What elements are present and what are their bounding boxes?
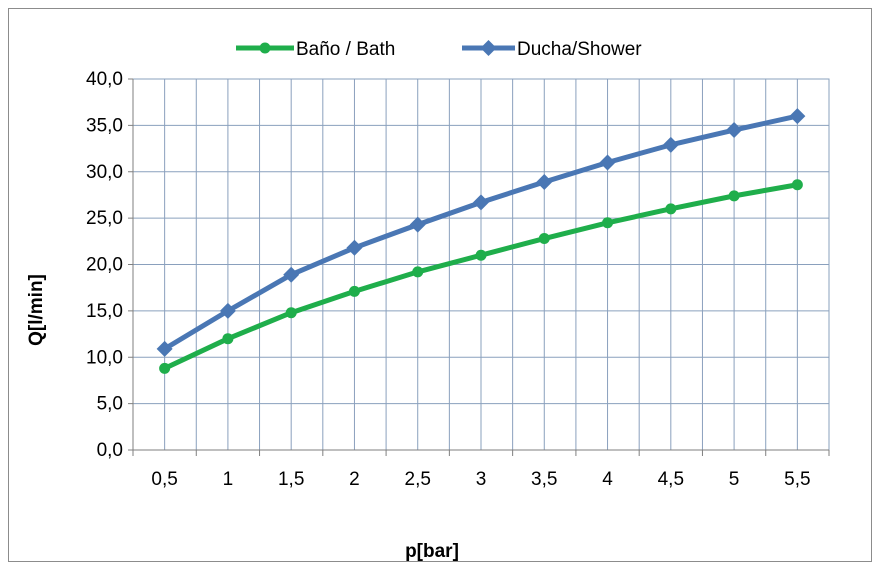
y-tick-label: 0,0 — [97, 440, 123, 461]
data-point-shower — [599, 154, 616, 171]
data-point-bath — [665, 203, 677, 215]
series-shower — [156, 108, 806, 357]
y-tick-label: 20,0 — [86, 255, 123, 276]
chart-frame — [8, 8, 872, 562]
legend-label-shower: Ducha/Shower — [517, 39, 642, 60]
x-tick-label: 3 — [476, 469, 487, 490]
legend: Baño / Bath Ducha/Shower — [236, 39, 642, 60]
legend-label-bath: Baño / Bath — [296, 39, 395, 60]
legend-marker-shower — [480, 40, 497, 56]
data-point-shower — [409, 216, 426, 233]
y-tick-labels: 0,0 5,0 10,0 15,0 20,0 25,0 30,0 35,0 40,0 — [86, 69, 123, 461]
series-bath — [159, 179, 803, 374]
legend-item-bath: Baño / Bath — [236, 39, 395, 60]
data-point-bath — [412, 266, 424, 278]
x-tick-label: 4,5 — [658, 469, 684, 490]
y-tick-label: 25,0 — [86, 208, 123, 229]
data-point-shower — [346, 239, 363, 256]
grid-lines — [132, 78, 830, 451]
data-point-shower — [156, 340, 173, 357]
x-tick-label: 1,5 — [278, 469, 304, 490]
y-tick-label: 10,0 — [86, 347, 123, 368]
data-point-bath — [159, 362, 171, 374]
axes — [128, 78, 830, 456]
data-point-shower — [283, 266, 300, 283]
data-point-shower — [726, 122, 743, 139]
data-point-shower — [536, 173, 553, 190]
x-axis-title: p[bar] — [405, 541, 459, 562]
data-point-shower — [473, 194, 489, 211]
data-point-bath — [728, 190, 740, 202]
data-point-bath — [285, 307, 297, 319]
data-point-bath — [348, 285, 360, 297]
x-tick-label: 0,5 — [151, 469, 177, 490]
y-tick-label: 40,0 — [86, 69, 123, 90]
data-point-bath — [602, 217, 614, 229]
x-tick-label: 2,5 — [405, 469, 431, 490]
legend-item-shower: Ducha/Shower — [462, 39, 642, 60]
y-tick-label: 35,0 — [86, 115, 123, 136]
legend-marker-bath — [259, 42, 271, 54]
x-tick-label: 5 — [729, 469, 740, 490]
x-tick-label: 2 — [349, 469, 360, 490]
y-tick-label: 30,0 — [86, 162, 123, 183]
y-tick-label: 5,0 — [97, 394, 123, 415]
x-tick-label: 1 — [223, 469, 234, 490]
data-point-shower — [219, 302, 236, 319]
x-tick-label: 4 — [602, 469, 613, 490]
x-tick-label: 5,5 — [784, 469, 810, 490]
data-point-shower — [662, 136, 679, 153]
data-point-bath — [791, 179, 803, 191]
y-axis-title: Q[l/min] — [26, 274, 47, 346]
y-tick-label: 15,0 — [86, 301, 123, 322]
data-point-bath — [538, 233, 550, 245]
data-point-bath — [475, 249, 487, 261]
x-tick-labels: 0,5 1 1,5 2 2,5 3 3,5 4 4,5 5 5,5 — [151, 469, 810, 490]
data-point-bath — [222, 333, 234, 345]
x-tick-label: 3,5 — [531, 469, 557, 490]
data-point-shower — [789, 108, 806, 125]
series-layer — [156, 108, 806, 374]
